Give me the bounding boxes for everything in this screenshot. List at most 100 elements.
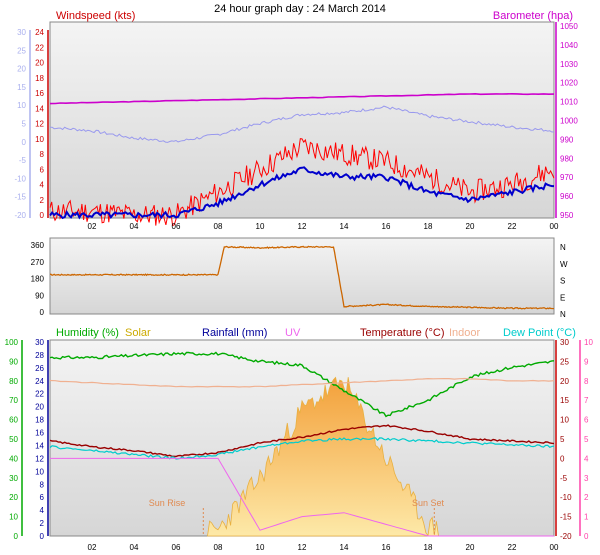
x-tick-label: 12 [298,222,307,231]
temperature-line [50,105,555,143]
uv-tick: 0 [584,532,589,541]
temperature-tick: 25 [560,357,569,366]
solar-area [207,376,439,537]
barometer-tick: 1030 [560,60,578,69]
graph-title: 24 hour graph day : 24 March 2014 [214,3,386,15]
temp-tick: -15 [14,193,26,202]
barometer-tick: 970 [560,173,574,182]
compass-tick: S [560,277,565,286]
rainfall-tick: 26 [35,364,44,373]
wind-tick: 0 [40,211,45,220]
x-tick-label: 08 [214,222,223,231]
humidity-tick: 90 [9,357,18,366]
barometer-tick: 980 [560,154,574,163]
rainfall-tick: 12 [35,454,44,463]
temp-tick: -20 [14,211,26,220]
direction-tick: 270 [31,258,45,267]
temp-tick: -5 [19,156,27,165]
rainfall-tick: 4 [40,506,45,515]
indoor-legend: Indoor [449,327,481,339]
uv-tick: 8 [584,377,589,386]
humidity-legend: Humidity (%) [56,327,119,339]
temp-tick: -10 [14,174,26,183]
uv-tick: 4 [584,454,589,463]
temperature-tick: -10 [560,493,572,502]
temperature-tick: 30 [560,338,569,347]
temperature-tick: 0 [560,454,565,463]
humidity-tick: 50 [9,435,18,444]
uv-tick: 6 [584,416,589,425]
x-tick-label: 10 [256,543,265,552]
rainfall-tick: 18 [35,416,44,425]
temperature-tick: 15 [560,396,569,405]
windspeed-legend: Windspeed (kts) [56,10,135,22]
temp-tick: 15 [17,83,26,92]
wind-gust-line [49,138,555,227]
environment-series [49,351,555,537]
direction-tick: 90 [35,291,44,300]
x-tick-label: 06 [172,543,181,552]
compass-tick: W [560,260,568,269]
humidity-tick: 80 [9,377,18,386]
compass-tick: N [560,243,566,252]
humidity-tick: 60 [9,416,18,425]
wind-series [49,92,555,227]
barometer-axis-ticks: 1050 1040 1030 1020 1010 1000 990 980 970 960 950 [560,22,578,220]
x-tick-label: 02 [88,543,97,552]
x-tick-label: 10 [256,222,265,231]
x-tick-label: 22 [508,222,517,231]
temperature-tick: 5 [560,435,565,444]
temperature-tick: -5 [560,474,568,483]
rainfall-tick: 30 [35,338,44,347]
x-tick-label: 00 [550,543,559,552]
solar-legend: Solar [125,327,151,339]
uv-legend: UV [285,327,301,339]
barometer-tick: 960 [560,192,574,201]
humidity-tick: 100 [5,338,19,347]
barometer-tick: 1050 [560,22,578,31]
sun-rise-label: Sun Rise [149,498,186,508]
humidity-tick: 0 [14,532,19,541]
x-tick-label: 08 [214,543,223,552]
temp-tick: 10 [17,101,26,110]
barometer-tick: 950 [560,211,574,220]
x-tick-label: 02 [88,222,97,231]
rainfall-tick: 16 [35,429,44,438]
x-tick-label: 04 [130,543,139,552]
sun-set-label: Sun Set [412,498,445,508]
temp-tick: 0 [22,138,27,147]
x-tick-label: 00 [550,222,559,231]
uv-tick: 10 [584,338,593,347]
wind-tick: 6 [40,165,45,174]
uv-tick: 1 [584,513,589,522]
wind-direction-line [50,245,555,310]
barometer-legend: Barometer (hpa) [493,10,573,22]
temperature-axis-ticks: 30 25 20 15 10 5 0 -5 -10 -15 -20 [560,338,572,541]
wind-tick: 2 [40,196,45,205]
wind-tick: 4 [40,181,45,190]
uv-tick: 3 [584,474,589,483]
humidity-tick: 40 [9,454,18,463]
wind-tick: 8 [40,150,45,159]
humidity-tick: 30 [9,474,18,483]
wind-tick: 24 [35,28,44,37]
wind-tick: 18 [35,74,44,83]
barometer-tick: 1000 [560,117,578,126]
x-tick-label: 20 [466,222,475,231]
temp-tick: 30 [17,28,26,37]
temperature-tick: -15 [560,513,572,522]
humidity-tick: 20 [9,493,18,502]
wind-tick: 20 [35,59,44,68]
wind-average-line [49,166,554,220]
temp-tick: 25 [17,46,26,55]
uv-tick: 9 [584,357,589,366]
direction-axis-ticks: 360 270 180 90 0 [31,241,45,317]
x-tick-label: 20 [466,543,475,552]
temperature-line [49,424,555,458]
